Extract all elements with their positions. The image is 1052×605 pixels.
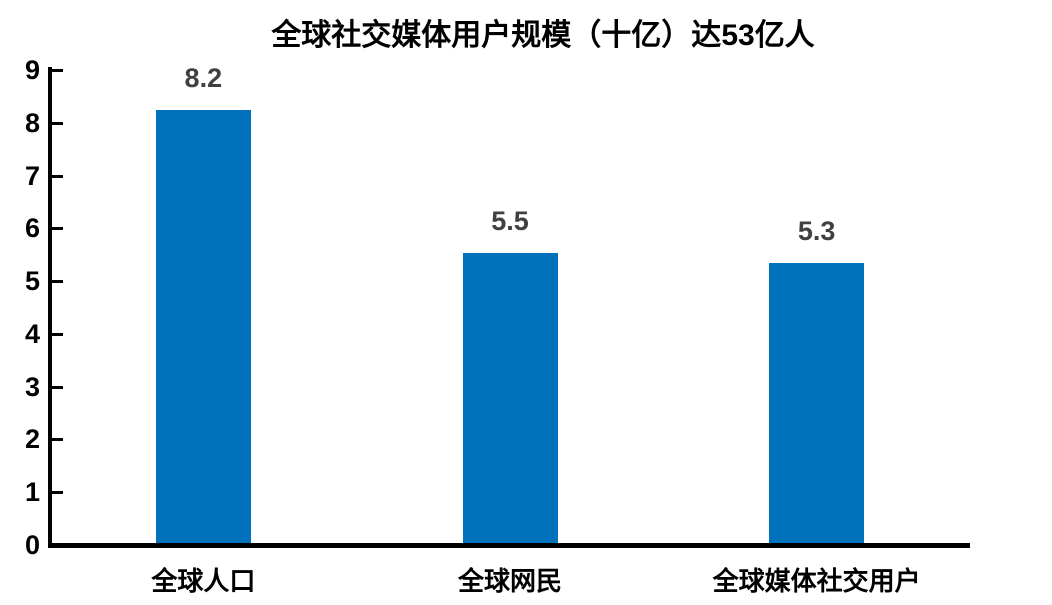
chart-title-number: 53 (721, 19, 755, 52)
y-tick-label: 1 (24, 477, 40, 508)
y-tick-mark (52, 438, 63, 442)
bar-value-label: 5.3 (797, 216, 836, 247)
x-axis-line (48, 543, 970, 548)
bar-value-label: 8.2 (184, 63, 223, 94)
y-tick-label: 3 (24, 371, 40, 402)
x-category-label: 全球人口 (151, 567, 256, 596)
y-tick-label: 8 (24, 107, 40, 138)
bar-0 (155, 110, 251, 543)
y-tick-mark (52, 491, 63, 495)
y-tick-label: 0 (24, 530, 40, 560)
bar-1 (462, 252, 558, 543)
y-tick-label: 5 (24, 266, 40, 297)
y-tick-mark (52, 227, 63, 231)
y-tick-label: 4 (24, 318, 40, 349)
y-tick-mark (52, 544, 63, 547)
y-tick-label: 6 (24, 213, 40, 244)
y-axis-line (48, 67, 52, 548)
y-tick-mark (52, 385, 63, 389)
x-category-label: 全球媒体社交用户 (712, 567, 921, 596)
chart-title-prefix: 全球社交媒体用户规模（十亿）达 (271, 19, 722, 52)
y-tick-label: 7 (24, 160, 40, 191)
y-tick-mark (52, 69, 63, 72)
chart-title-suffix: 亿人 (754, 19, 815, 52)
y-tick-mark (52, 121, 63, 125)
plot-area: 0 1 2 3 4 5 6 7 8 9 8.2 5.5 5.3 全球人口 全球网民 全球媒体社交用户 (25, 56, 970, 596)
chart-title: 全球社交媒体用户规模（十亿）达53亿人 (0, 18, 1052, 54)
bar-2 (769, 263, 865, 543)
y-tick-label: 9 (24, 55, 40, 85)
y-tick-label: 2 (24, 424, 40, 455)
x-category-label: 全球网民 (457, 567, 562, 596)
bar-value-label: 5.5 (491, 205, 529, 236)
y-tick-mark (52, 174, 63, 178)
y-tick-mark (52, 280, 63, 284)
y-tick-mark (52, 332, 63, 336)
